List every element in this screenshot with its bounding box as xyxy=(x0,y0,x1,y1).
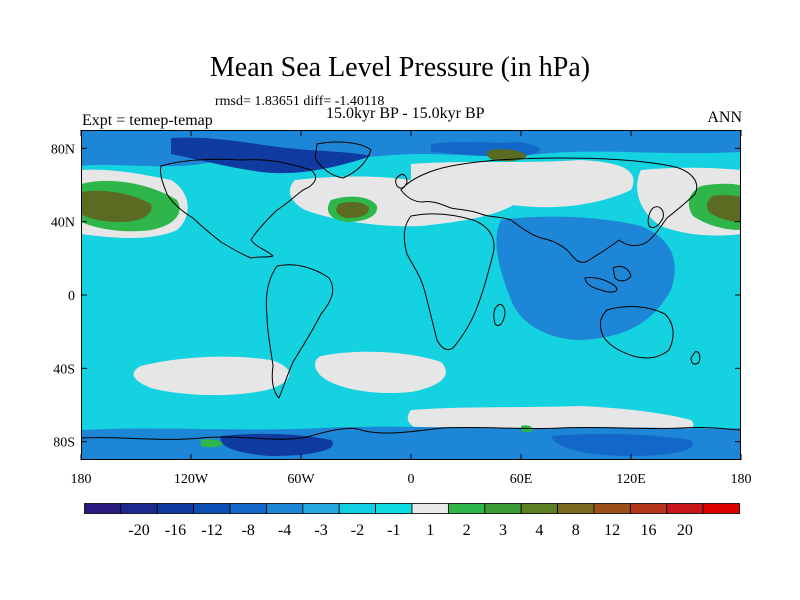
latitude-ticks: 80N 40N 0 40S 80S xyxy=(51,142,741,451)
coast-africa xyxy=(403,213,495,351)
colorbar-swatch xyxy=(156,503,195,514)
coast-madagascar xyxy=(493,303,506,327)
season-label: ANN xyxy=(707,109,742,126)
lon-tick-label: 0 xyxy=(408,472,415,487)
colorbar-label: 16 xyxy=(641,522,657,539)
field-siberia-olive xyxy=(486,149,527,162)
colorbar-boxes xyxy=(84,503,740,514)
colorbar-label: 12 xyxy=(604,522,620,539)
field-antarctic-deep xyxy=(220,433,333,456)
colorbar-label: -3 xyxy=(314,522,327,539)
plot-subtitle: 15.0kyr BP - 15.0kyr BP xyxy=(326,105,485,122)
stats-line: rmsd= 1.83651 diff= -1.40118 xyxy=(215,94,385,109)
field-spacific-neutral xyxy=(133,356,290,396)
colorbar-swatch xyxy=(520,503,558,514)
colorbar-label: 1 xyxy=(426,522,434,539)
colorbar-swatch xyxy=(229,503,267,514)
colorbar-swatch xyxy=(338,503,377,514)
colorbar-label: 3 xyxy=(499,522,507,539)
field-arctic-deep xyxy=(171,137,371,174)
plot-title: Mean Sea Level Pressure (in hPa) xyxy=(209,52,591,83)
lon-tick-label: 180 xyxy=(731,472,752,487)
colorbar-swatch xyxy=(557,503,595,514)
coast-new-zealand xyxy=(690,351,701,365)
colorbar-label: 20 xyxy=(677,522,693,539)
colorbar-swatch xyxy=(120,503,158,514)
colorbar-label: 4 xyxy=(535,522,543,539)
lon-tick-label: 180 xyxy=(71,472,92,487)
coast-eurasia xyxy=(400,157,698,263)
coast-north-america xyxy=(160,158,316,259)
coast-japan xyxy=(647,206,664,229)
coast-indonesia xyxy=(584,277,618,293)
colorbar-label: -4 xyxy=(278,522,291,539)
field-antarctic-deep-2 xyxy=(551,433,693,456)
longitude-ticks: 180 120W 60W 0 60E 120E 180 xyxy=(71,130,752,487)
colorbar-swatch xyxy=(666,503,704,514)
colorbar-label: -20 xyxy=(128,522,149,539)
colorbar-swatch xyxy=(84,503,122,514)
colorbar-label: -16 xyxy=(165,522,186,539)
colorbar-label: -2 xyxy=(351,522,364,539)
colorbar-labels: -20 -16 -12 -8 -4 -3 -2 -1 1 2 3 4 8 12 16 20 xyxy=(128,522,692,539)
colorbar-swatch xyxy=(629,503,668,514)
coast-greenland xyxy=(314,141,372,179)
colorbar-label: 2 xyxy=(463,522,471,539)
colorbar-swatch xyxy=(447,503,486,514)
field-npacific-east-olive xyxy=(706,195,741,222)
field-asia-neutral xyxy=(411,160,634,208)
lon-tick-label: 120E xyxy=(616,472,646,487)
lat-tick-label: 80N xyxy=(51,142,75,157)
colorbar-swatch xyxy=(375,503,413,514)
colorbar-label: -1 xyxy=(387,522,400,539)
field-south-atlantic-neutral xyxy=(315,351,446,394)
lat-tick-label: 40N xyxy=(51,216,75,231)
coast-australia xyxy=(599,306,674,359)
coast-borneo xyxy=(612,265,632,282)
coastlines xyxy=(81,141,741,440)
lon-tick-label: 60E xyxy=(510,472,533,487)
lat-tick-label: 0 xyxy=(68,289,75,304)
lat-tick-label: 40S xyxy=(53,362,75,377)
colorbar-label: -8 xyxy=(242,522,255,539)
colorbar-swatch xyxy=(484,503,522,514)
colorbar-label: 8 xyxy=(572,522,580,539)
colorbar-swatch xyxy=(266,503,304,514)
coast-antarctica xyxy=(81,426,741,440)
field-npacific-olive xyxy=(81,190,152,222)
field-antarctic-green xyxy=(201,439,223,448)
lat-tick-label: 80S xyxy=(53,436,75,451)
colorbar-label: -12 xyxy=(201,522,222,539)
lon-tick-label: 60W xyxy=(287,472,315,487)
colorbar-swatch xyxy=(593,503,631,514)
field-natlantic-olive xyxy=(336,201,369,218)
coast-uk xyxy=(395,173,408,189)
colorbar-swatch xyxy=(302,503,340,514)
colorbar: -20 -16 -12 -8 -4 -3 -2 -1 1 2 3 4 8 12 16 20 xyxy=(84,503,740,539)
lon-tick-label: 120W xyxy=(174,472,209,487)
colorbar-swatch xyxy=(411,503,449,514)
coast-south-america xyxy=(265,264,334,399)
experiment-label: Expt = temep-temap xyxy=(82,112,213,129)
colorbar-swatch xyxy=(702,503,740,514)
pressure-map xyxy=(81,130,741,460)
colorbar-swatch xyxy=(193,503,231,514)
